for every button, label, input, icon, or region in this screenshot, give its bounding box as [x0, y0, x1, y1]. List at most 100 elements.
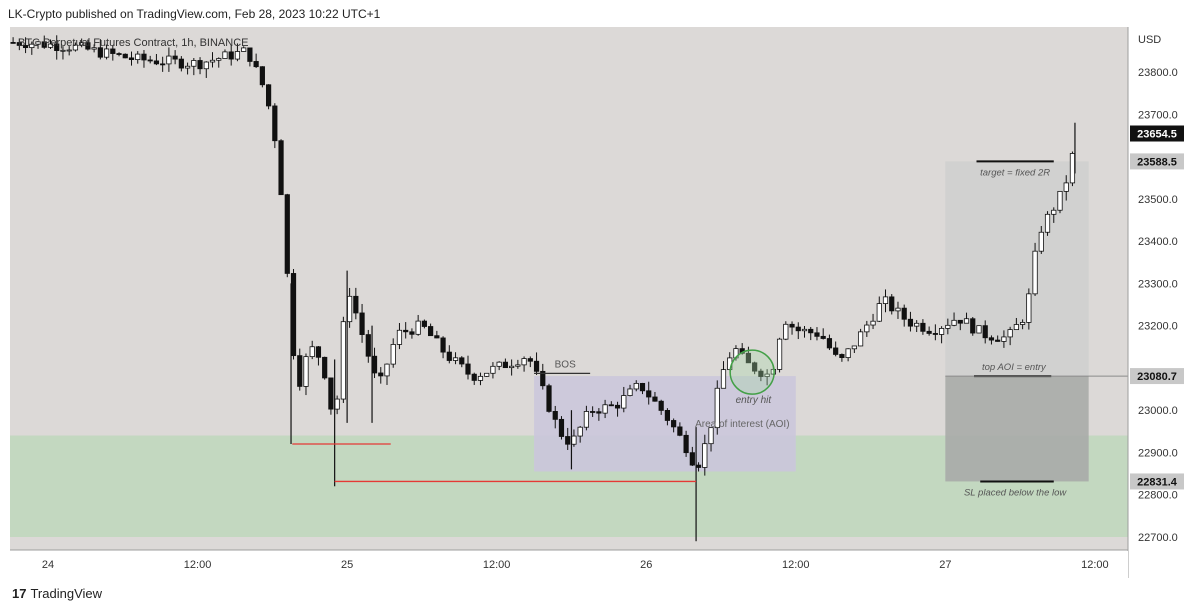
- candle-body: [695, 464, 702, 468]
- candle-body: [446, 351, 452, 361]
- candle-body: [720, 369, 727, 389]
- candle-body: [502, 361, 508, 369]
- y-tick-label: 23300.0: [1138, 278, 1178, 290]
- candle-body: [272, 105, 278, 142]
- candle-body: [209, 59, 216, 63]
- candle-body: [278, 140, 284, 196]
- candle-body: [110, 48, 116, 54]
- candle-body: [1069, 153, 1076, 184]
- candle-body: [895, 307, 901, 312]
- candle-body: [596, 411, 602, 414]
- y-tick-label: 23200.0: [1138, 321, 1178, 333]
- candle-body: [60, 49, 66, 52]
- candle-body: [546, 385, 552, 412]
- price-label-box: [1130, 368, 1184, 385]
- candle-body: [914, 322, 920, 327]
- candle-body: [384, 363, 390, 377]
- candle-body: [191, 60, 197, 67]
- candle-body: [216, 58, 222, 61]
- candle-body: [409, 331, 415, 335]
- aoi-zone: [534, 376, 796, 472]
- entry-hit-label: entry hit: [736, 395, 773, 406]
- candle-body: [135, 53, 141, 60]
- candle-body: [614, 404, 621, 409]
- x-tick-label: 24: [42, 559, 54, 571]
- candle-body: [465, 363, 471, 375]
- x-tick-label: 12:00: [1081, 559, 1109, 571]
- candle-body: [571, 435, 577, 445]
- candle-body: [951, 319, 957, 326]
- candle-body: [527, 358, 533, 362]
- candle-body: [197, 60, 203, 70]
- candle-body: [365, 334, 371, 357]
- candle-body: [228, 51, 234, 60]
- candle-body: [901, 307, 907, 320]
- candle-body: [801, 328, 808, 332]
- candle-body: [1057, 190, 1063, 211]
- candle-body: [758, 370, 764, 377]
- price-chart[interactable]: BOS entry hit Area of interest (AOI) target…: [0, 0, 1200, 580]
- candle-body: [303, 356, 309, 387]
- candle-body: [789, 323, 795, 328]
- candle-body: [833, 347, 839, 355]
- candle-body: [602, 404, 608, 414]
- candle-body: [808, 328, 814, 334]
- x-tick-label: 12:00: [184, 559, 212, 571]
- candle-body: [103, 48, 110, 58]
- candle-body: [1051, 209, 1057, 215]
- entry-label: top AOI = entry: [982, 362, 1047, 373]
- candle-body: [876, 303, 882, 322]
- y-tick-label: 23500.0: [1138, 194, 1178, 206]
- candle-body: [91, 47, 97, 50]
- candle-body: [795, 326, 801, 332]
- candle-body: [820, 335, 826, 339]
- candle-body: [646, 390, 652, 398]
- candle-body: [434, 335, 440, 339]
- candle-body: [583, 411, 590, 428]
- candle-body: [533, 360, 540, 372]
- candle-body: [390, 344, 396, 365]
- candle-body: [515, 364, 521, 367]
- x-tick-label: 12:00: [483, 559, 511, 571]
- candle-body: [920, 322, 926, 332]
- candle-body: [403, 329, 409, 333]
- candle-body: [783, 323, 789, 340]
- candle-body: [988, 337, 995, 341]
- candle-body: [265, 84, 272, 107]
- candle-body: [147, 59, 153, 62]
- price-label-box: [1130, 153, 1184, 170]
- candle-body: [714, 387, 720, 429]
- candle-body: [477, 375, 484, 381]
- candle-body: [184, 65, 191, 69]
- candle-body: [558, 418, 565, 437]
- candle-body: [415, 320, 421, 335]
- candle-body: [353, 295, 359, 314]
- target-zone: [945, 161, 1089, 377]
- candle-body: [328, 377, 334, 410]
- candle-body: [1013, 324, 1019, 331]
- candle-body: [79, 42, 85, 46]
- target-label: target = fixed 2R: [980, 167, 1050, 178]
- price-label-box: [1130, 125, 1184, 142]
- candle-body: [378, 372, 384, 377]
- candle-body: [222, 51, 228, 59]
- candle-body: [658, 400, 664, 411]
- candle-body: [1001, 336, 1007, 342]
- candle-body: [459, 357, 465, 365]
- candle-body: [334, 398, 340, 410]
- candle-body: [1038, 231, 1044, 252]
- candle-body: [639, 382, 646, 392]
- candle-body: [315, 346, 322, 358]
- candle-body: [234, 51, 241, 60]
- candle-body: [309, 346, 315, 358]
- x-tick-label: 26: [640, 559, 652, 571]
- candle-body: [490, 365, 496, 374]
- candle-body: [870, 320, 876, 326]
- candle-body: [708, 427, 714, 445]
- candle-body: [677, 426, 683, 436]
- candle-body: [745, 352, 752, 364]
- footer-brand[interactable]: TradingView: [30, 586, 103, 601]
- candle-body: [945, 324, 951, 329]
- y-tick-label: 22800.0: [1138, 490, 1178, 502]
- candle-body: [359, 312, 365, 335]
